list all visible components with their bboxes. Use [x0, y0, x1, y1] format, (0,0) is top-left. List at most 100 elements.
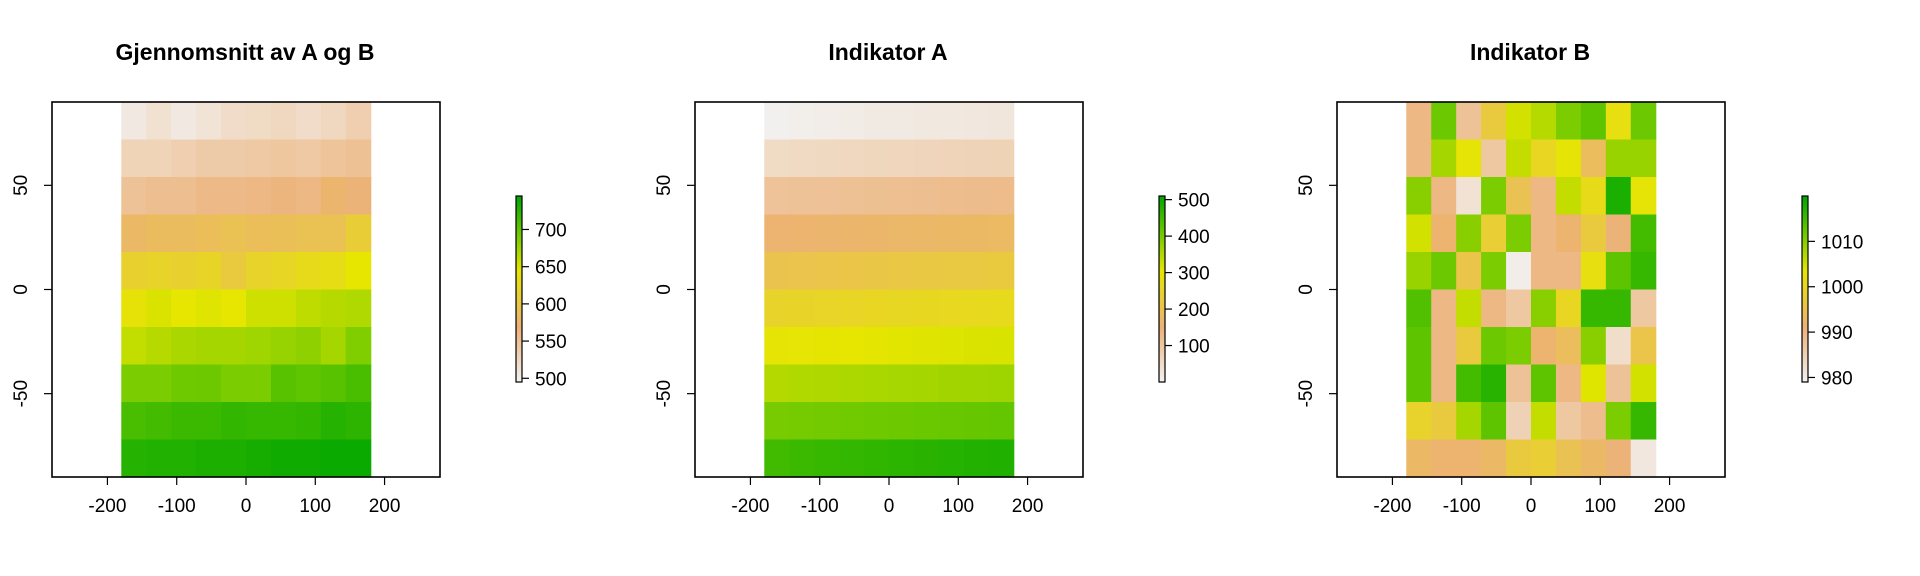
- colorbar-segment: [516, 372, 522, 376]
- heatmap-cell: [196, 289, 222, 328]
- heatmap-cell: [839, 364, 865, 403]
- colorbar-segment: [516, 340, 522, 344]
- colorbar-segment: [516, 263, 522, 267]
- heatmap-cell: [1406, 177, 1432, 216]
- colorbar-segment: [516, 354, 522, 358]
- heatmap-cell: [963, 402, 990, 441]
- heatmap-cell: [864, 214, 890, 253]
- heatmap-cell: [764, 439, 790, 478]
- heatmap-cell: [889, 402, 915, 441]
- heatmap-cell: [814, 327, 840, 366]
- colorbar-segment: [516, 316, 522, 320]
- heatmap-cell: [1481, 364, 1507, 403]
- heatmap-cell: [1456, 439, 1482, 478]
- heatmap-cell: [221, 102, 247, 141]
- colorbar-segment: [516, 284, 522, 288]
- colorbar-segment: [1159, 307, 1165, 311]
- heatmap-cell: [1481, 252, 1507, 291]
- heatmap-cell: [221, 364, 247, 403]
- heatmap-cell: [121, 439, 147, 478]
- colorbar-segment: [516, 270, 522, 274]
- colorbar-segment: [516, 330, 522, 334]
- heatmap-cell: [1431, 139, 1457, 178]
- colorbar-segment: [1802, 254, 1808, 258]
- colorbar-segment: [1802, 330, 1808, 334]
- colorbar-segment: [1802, 258, 1808, 262]
- heatmap-cell: [1431, 289, 1457, 328]
- heatmap-cell: [1481, 177, 1507, 216]
- colorbar-segment: [1159, 293, 1165, 297]
- colorbar-segment: [1159, 247, 1165, 251]
- colorbar-segment: [516, 351, 522, 355]
- heatmap-cell: [1555, 252, 1582, 291]
- x-tick-label: -100: [1443, 496, 1481, 517]
- colorbar-segment: [516, 286, 522, 290]
- colorbar-segment: [1802, 335, 1808, 339]
- heatmap-cell: [1630, 402, 1657, 441]
- colorbar-segment: [1159, 305, 1165, 309]
- heatmap-cell: [345, 139, 372, 178]
- colorbar-segment: [516, 237, 522, 241]
- colorbar-segment: [516, 302, 522, 306]
- colorbar-segment: [1159, 372, 1165, 376]
- colorbar-segment: [516, 314, 522, 318]
- colorbar-tick-label: 1000: [1821, 278, 1863, 299]
- colorbar-segment: [516, 361, 522, 364]
- colorbar-segment: [516, 196, 522, 199]
- heatmap-cell: [963, 102, 990, 141]
- colorbar-segment: [1802, 305, 1808, 309]
- heatmap-cell: [1531, 139, 1557, 178]
- heatmap-cell: [1580, 364, 1607, 403]
- colorbar-segment: [516, 223, 522, 227]
- heatmap-cell: [889, 102, 915, 141]
- heatmap-cell: [1481, 327, 1507, 366]
- colorbar-segment: [516, 198, 522, 202]
- heatmap-cell: [789, 439, 815, 478]
- heatmap-cell: [270, 364, 297, 403]
- colorbar-segment: [516, 291, 522, 295]
- heatmap-cell: [864, 439, 890, 478]
- heatmap-cell: [1605, 439, 1632, 478]
- colorbar-segment: [1159, 275, 1165, 278]
- heatmap-cell: [196, 177, 222, 216]
- colorbar-segment: [1159, 214, 1165, 218]
- colorbar-segment: [1159, 316, 1165, 320]
- heatmap-cell: [345, 289, 372, 328]
- heatmap-cell: [1555, 102, 1582, 141]
- heatmap-cell: [246, 364, 272, 403]
- heatmap-cell: [1605, 364, 1632, 403]
- colorbar-segment: [1159, 212, 1165, 216]
- heatmap-cell: [988, 102, 1015, 141]
- heatmap-cell: [1506, 327, 1532, 366]
- colorbar-segment: [1159, 351, 1165, 355]
- colorbar-tick-label: 600: [535, 295, 567, 316]
- heatmap-cell: [1580, 402, 1607, 441]
- heatmap-cell: [789, 364, 815, 403]
- colorbar-segment: [1159, 263, 1165, 267]
- heatmap-cell: [171, 364, 197, 403]
- heatmap-cell: [938, 252, 965, 291]
- colorbar-segment: [516, 254, 522, 258]
- colorbar-segment: [1159, 221, 1165, 225]
- heatmap-cell: [320, 177, 347, 216]
- heatmap-cell: [1555, 139, 1582, 178]
- colorbar-segment: [1159, 277, 1165, 281]
- colorbar-segment: [516, 326, 522, 330]
- heatmap-cell: [839, 252, 865, 291]
- colorbar-segment: [1802, 282, 1808, 285]
- colorbar-segment: [1802, 214, 1808, 218]
- heatmap-cell: [1531, 252, 1557, 291]
- heatmap-cell: [864, 252, 890, 291]
- heatmap-cell: [1481, 102, 1507, 141]
- heatmap-cell: [889, 364, 915, 403]
- heatmap-cell: [988, 214, 1015, 253]
- colorbar-segment: [1802, 291, 1808, 295]
- heatmap-cell: [1431, 214, 1457, 253]
- colorbar-segment: [1802, 300, 1808, 304]
- colorbar-segment: [516, 377, 522, 381]
- colorbar-segment: [1159, 196, 1165, 199]
- heatmap-cell: [246, 177, 272, 216]
- heatmap-cell: [889, 139, 915, 178]
- colorbar-segment: [1159, 261, 1165, 265]
- colorbar-segment: [516, 356, 522, 360]
